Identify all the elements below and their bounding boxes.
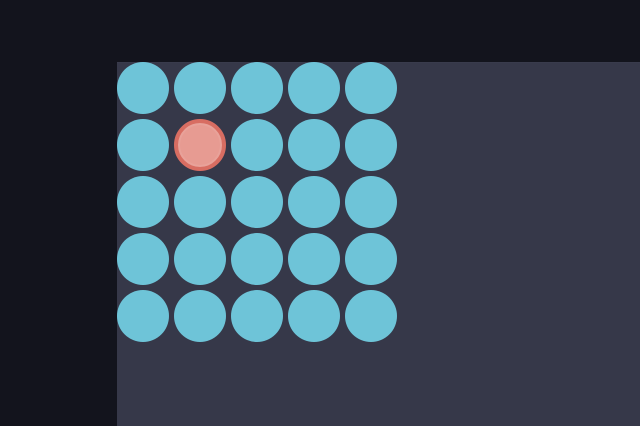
- circle-tile[interactable]: [345, 176, 397, 228]
- circle-tile[interactable]: [231, 290, 283, 342]
- circle-tile[interactable]: [345, 233, 397, 285]
- circle-tile[interactable]: [117, 119, 169, 171]
- circle-tile[interactable]: [345, 62, 397, 114]
- circle-tile[interactable]: [288, 119, 340, 171]
- circle-tile[interactable]: [345, 119, 397, 171]
- circle-tile[interactable]: [174, 62, 226, 114]
- tile-grid: [117, 62, 407, 352]
- circle-tile[interactable]: [174, 290, 226, 342]
- circle-tile[interactable]: [231, 119, 283, 171]
- circle-tile[interactable]: [174, 176, 226, 228]
- circle-tile[interactable]: [288, 233, 340, 285]
- circle-tile[interactable]: [288, 176, 340, 228]
- circle-tile[interactable]: [117, 233, 169, 285]
- circle-tile[interactable]: [231, 233, 283, 285]
- circle-tile[interactable]: [288, 62, 340, 114]
- circle-tile[interactable]: [231, 62, 283, 114]
- circle-tile[interactable]: [345, 290, 397, 342]
- circle-tile[interactable]: [174, 233, 226, 285]
- circle-tile[interactable]: [231, 176, 283, 228]
- selected-circle-tile[interactable]: [174, 119, 226, 171]
- circle-tile[interactable]: [288, 290, 340, 342]
- game-board: [117, 62, 640, 426]
- circle-tile[interactable]: [117, 62, 169, 114]
- circle-tile[interactable]: [117, 290, 169, 342]
- circle-tile[interactable]: [117, 176, 169, 228]
